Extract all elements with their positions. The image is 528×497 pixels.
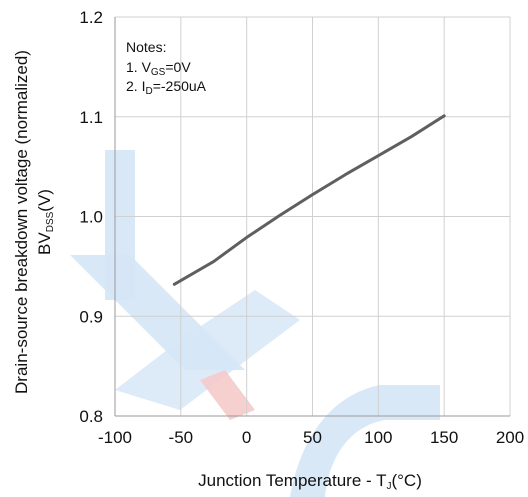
y-axis-title-line1: Drain-source breakdown voltage (normaliz…: [12, 50, 31, 394]
note-1: 1. VGS=0V: [126, 59, 191, 78]
x-tick-label: 50: [303, 428, 322, 447]
notes-box: Notes: 1. VGS=0V 2. ID=-250uA: [126, 39, 207, 97]
x-tick-label: 100: [364, 428, 392, 447]
y-axis-title-line2: BVDSS(V): [35, 189, 56, 255]
y-tick-label: 1.1: [79, 108, 103, 127]
watermark: [70, 150, 440, 497]
x-axis-title: Junction Temperature - TJ(°C): [198, 471, 422, 492]
y-tick-label: 1.2: [79, 8, 103, 27]
x-tick-label: 0: [242, 428, 251, 447]
note-2: 2. ID=-250uA: [126, 78, 207, 97]
series-layer: [172, 114, 446, 286]
y-tick-label: 0.9: [79, 307, 103, 326]
x-tick-label: -100: [98, 428, 132, 447]
series-line: [172, 114, 446, 286]
notes-title: Notes:: [126, 39, 166, 55]
tick-labels: -100 -50 0 50 100 150 200 0.8 0.9 1.0 1.1 1.2: [79, 8, 524, 447]
x-tick-label: 200: [496, 428, 524, 447]
y-tick-label: 1.0: [79, 208, 103, 227]
x-tick-label: -50: [169, 428, 194, 447]
y-tick-label: 0.8: [79, 407, 103, 426]
x-tick-label: 150: [430, 428, 458, 447]
axes: [114, 17, 510, 417]
